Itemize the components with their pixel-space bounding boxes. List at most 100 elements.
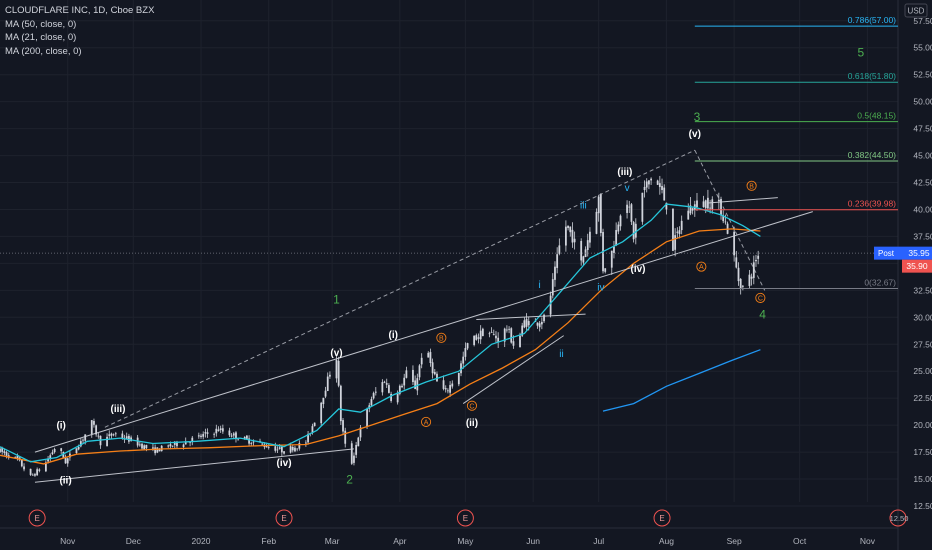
candle-body <box>93 421 95 425</box>
earnings-marker-label: 12.50 <box>890 514 909 523</box>
candle-body <box>359 427 362 438</box>
time-tick-label: Jul <box>593 536 604 546</box>
wave-label: 2 <box>346 472 353 486</box>
candle-body <box>202 434 205 437</box>
price-tick-label: 17.50 <box>913 447 932 457</box>
earnings-marker[interactable] <box>889 509 907 527</box>
candle-body <box>661 186 663 190</box>
candle-body <box>350 443 353 464</box>
candle-body <box>167 445 170 447</box>
candle-body <box>645 181 648 188</box>
candle-body <box>145 444 148 449</box>
candle-body <box>51 452 54 455</box>
candle-body <box>696 200 698 207</box>
candle-body <box>0 448 1 453</box>
candle-body <box>460 363 462 374</box>
trendline[interactable] <box>694 149 766 291</box>
candle-body <box>31 474 34 476</box>
wave-label: 5 <box>858 45 865 59</box>
price-tick-label: 12.50 <box>913 501 932 511</box>
candle-body <box>121 433 124 439</box>
candle-body <box>755 259 757 262</box>
wave-label: (iv) <box>630 264 645 275</box>
ma200-line <box>602 349 761 412</box>
earnings-marker[interactable] <box>28 509 46 527</box>
candle-body <box>125 436 128 439</box>
candle-body <box>687 210 690 220</box>
candle-body <box>3 451 6 453</box>
time-tick-label: Nov <box>60 536 76 546</box>
candle-body <box>580 240 583 261</box>
trendline[interactable] <box>34 211 813 453</box>
chart-legend: CLOUDFLARE INC, 1D, Cboe BZX MA (50, clo… <box>5 4 154 58</box>
fib-level-label: 0.5(48.15) <box>857 111 896 121</box>
currency-badge[interactable] <box>904 3 928 18</box>
trendline[interactable] <box>104 149 696 428</box>
candle-body <box>586 240 589 251</box>
candle-body <box>184 441 187 445</box>
candle-body <box>114 433 117 435</box>
time-tick-label: Jun <box>526 536 540 546</box>
candle-body <box>536 322 539 326</box>
candle-body <box>405 370 408 378</box>
candle-body <box>717 199 720 202</box>
candle-body <box>672 208 674 251</box>
candle-body <box>741 285 744 287</box>
candle-body <box>230 435 233 437</box>
earnings-marker[interactable] <box>653 509 671 527</box>
fib-level-label: 0.618(51.80) <box>848 71 896 81</box>
wave-label: (iii) <box>110 404 125 415</box>
earnings-marker-label: E <box>34 514 39 523</box>
candle-body <box>66 458 69 464</box>
candle-body <box>449 385 451 393</box>
trendline[interactable] <box>476 313 586 320</box>
candle-body <box>492 334 495 335</box>
candle-body <box>138 444 141 446</box>
candle-body <box>617 224 620 232</box>
price-tick-label: 15.00 <box>913 474 932 484</box>
indicator-ma50[interactable]: MA (50, close, 0) <box>5 18 77 30</box>
candle-body <box>676 231 679 233</box>
time-tick-label: Aug <box>659 536 674 546</box>
price-tick-label: 37.50 <box>913 231 932 241</box>
candle-body <box>245 435 248 439</box>
indicator-ma21[interactable]: MA (21, close, 0) <box>5 32 77 43</box>
wave-label: v <box>625 183 630 194</box>
candle-body <box>366 408 368 427</box>
candle-body <box>267 446 270 448</box>
candle-body <box>84 434 87 441</box>
candle-body <box>169 444 172 447</box>
candle-body <box>490 331 493 333</box>
candle-body <box>278 447 281 449</box>
trendline[interactable] <box>34 448 355 483</box>
candle-body <box>322 397 325 405</box>
candle-body <box>431 362 434 374</box>
candle-body <box>462 356 465 364</box>
trendline[interactable] <box>462 335 564 404</box>
candle-body <box>630 204 633 222</box>
candle-body <box>626 204 628 213</box>
candle-body <box>597 196 600 214</box>
candle-body <box>44 462 47 472</box>
candle-body <box>232 433 235 436</box>
candle-body <box>219 428 222 430</box>
candle-body <box>420 357 423 365</box>
time-tick-label: Feb <box>261 536 276 546</box>
ma50-line <box>0 228 761 465</box>
price-tick-label: 42.50 <box>913 178 932 188</box>
candle-body <box>595 211 598 234</box>
trendline[interactable] <box>707 197 778 204</box>
indicator-ma200[interactable]: MA (200, close, 0) <box>5 45 82 57</box>
earnings-marker[interactable] <box>456 509 474 527</box>
candle-body <box>14 456 17 458</box>
earnings-marker[interactable] <box>275 509 293 527</box>
candle-body <box>523 320 526 328</box>
candle-body <box>674 235 677 250</box>
candle-body <box>143 445 146 450</box>
candle-body <box>182 444 185 448</box>
candle-body <box>381 382 384 393</box>
candle-body <box>276 449 279 451</box>
candle-body <box>280 446 283 453</box>
wave-label: (ii) <box>466 418 478 429</box>
